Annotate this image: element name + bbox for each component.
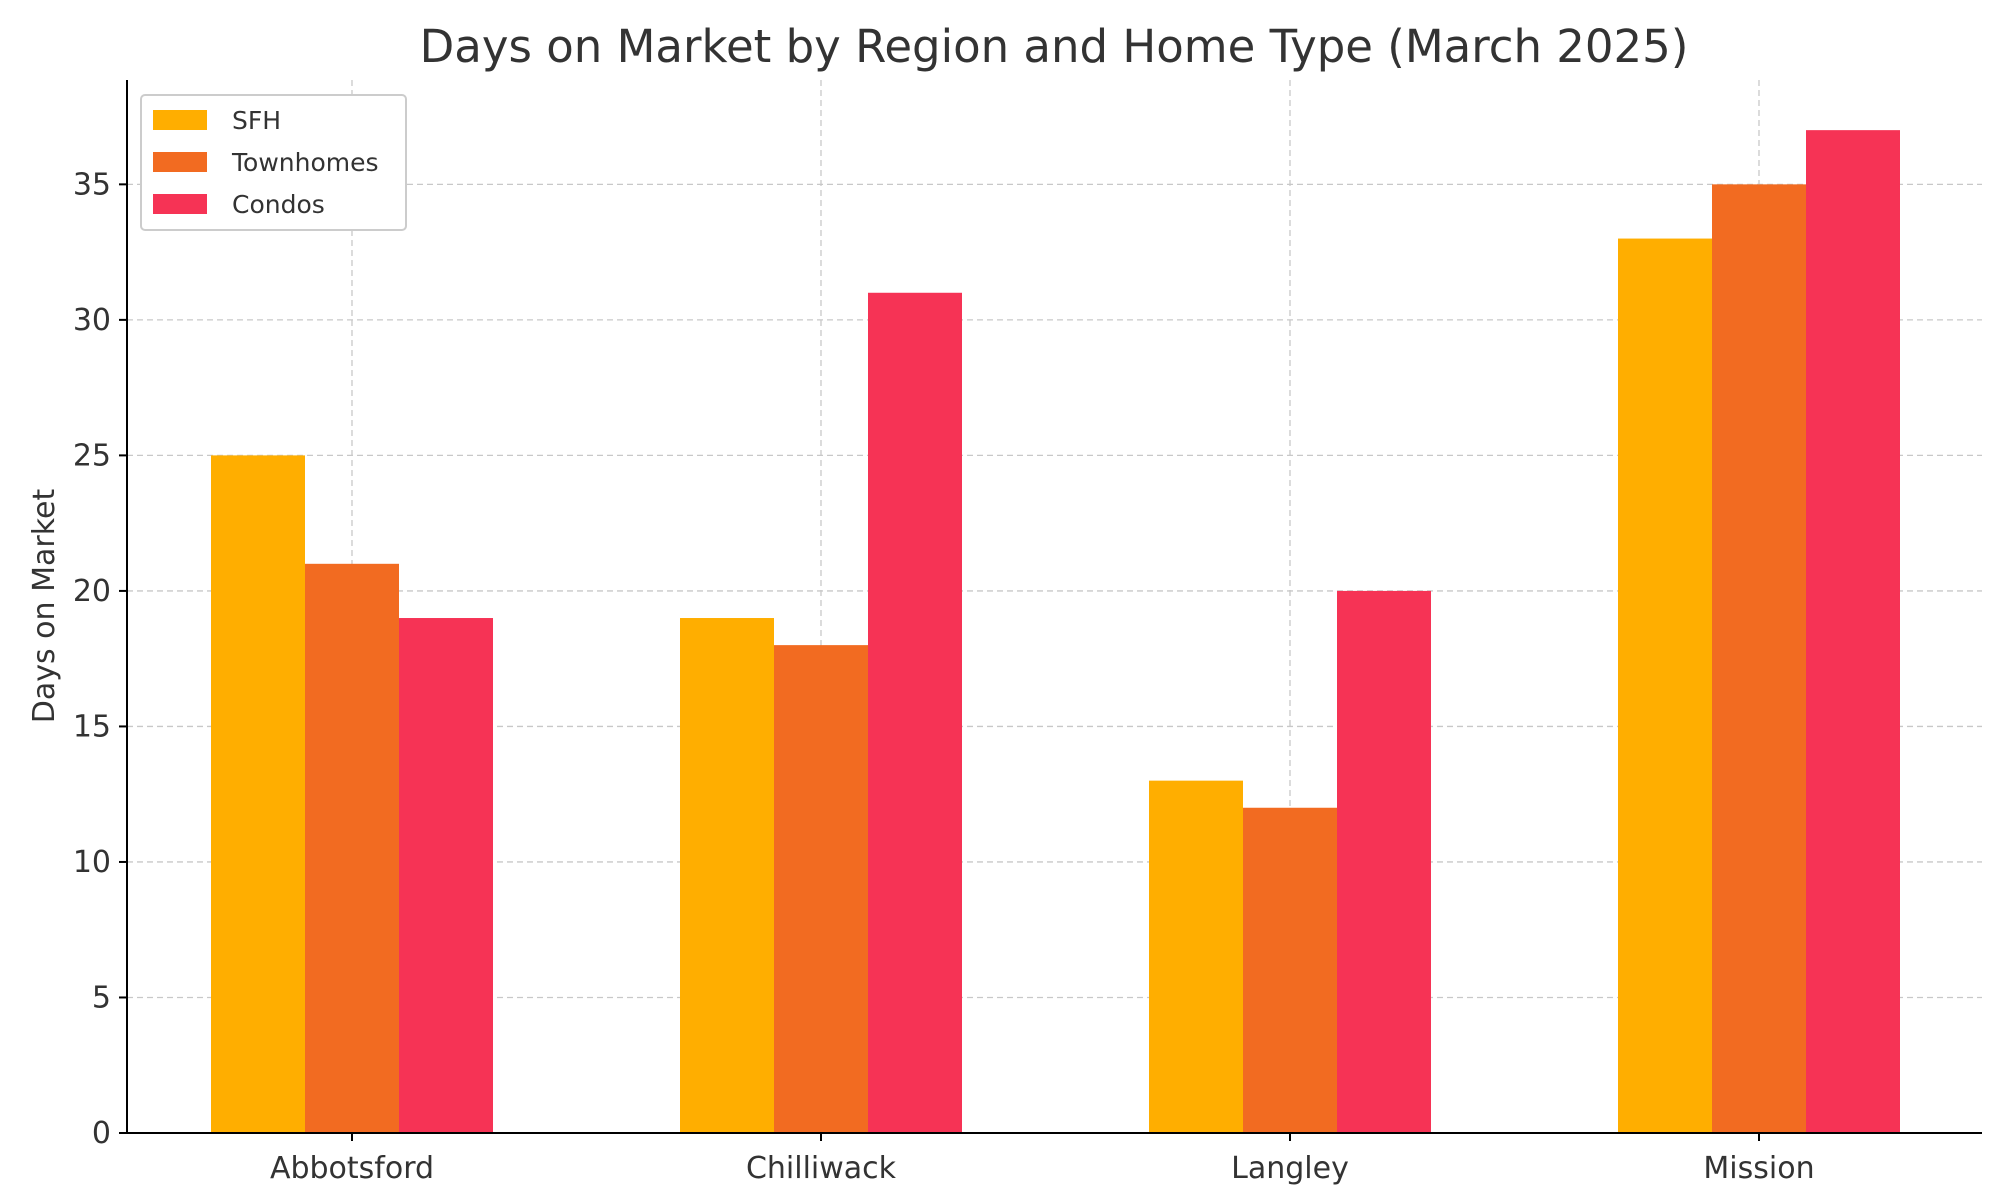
- x-tick-label: Abbotsford: [270, 1151, 434, 1186]
- bar-townhomes-langley: [1243, 807, 1337, 1133]
- legend: SFH Townhomes Condos: [140, 94, 407, 231]
- ticks: 0 5 10 15 20 25 30 35 Abbotsford Chilliwack Langle…: [73, 167, 1815, 1186]
- bar-sfh-langley: [1149, 780, 1243, 1133]
- legend-frame: [140, 94, 407, 231]
- chart-title: Days on Market by Region and Home Type (…: [420, 20, 1689, 73]
- y-tick-label: 10: [73, 845, 111, 880]
- bar-sfh-chilliwack: [680, 618, 774, 1133]
- y-tick-label: 15: [73, 709, 111, 744]
- y-tick-label: 0: [92, 1116, 111, 1151]
- bar-townhomes-mission: [1712, 184, 1806, 1134]
- axes: [126, 80, 1982, 1134]
- bar-condos-langley: [1337, 590, 1431, 1133]
- legend-label-townhomes: Townhomes: [231, 148, 379, 177]
- x-tick-label: Mission: [1703, 1151, 1814, 1186]
- bar-condos-abbotsford: [399, 618, 493, 1133]
- legend-swatch-townhomes: [153, 152, 207, 172]
- y-tick-label: 30: [73, 303, 111, 338]
- y-axis-label: Days on Market: [27, 489, 62, 724]
- bar-condos-mission: [1806, 130, 1900, 1134]
- y-tick-label: 5: [92, 980, 111, 1015]
- bar-townhomes-chilliwack: [774, 645, 868, 1133]
- legend-label-condos: Condos: [232, 190, 325, 219]
- bars: [211, 130, 1900, 1134]
- bar-townhomes-abbotsford: [305, 563, 399, 1133]
- bar-sfh-abbotsford: [211, 455, 305, 1134]
- x-tick-label: Langley: [1231, 1151, 1349, 1186]
- x-tick-label: Chilliwack: [746, 1151, 897, 1186]
- y-tick-label: 25: [73, 438, 111, 473]
- legend-swatch-condos: [153, 194, 207, 214]
- y-tick-label: 20: [73, 574, 111, 609]
- bar-condos-chilliwack: [868, 292, 962, 1134]
- y-tick-label: 35: [73, 167, 111, 202]
- legend-label-sfh: SFH: [232, 106, 281, 135]
- legend-swatch-sfh: [153, 110, 207, 130]
- bar-sfh-mission: [1618, 238, 1712, 1134]
